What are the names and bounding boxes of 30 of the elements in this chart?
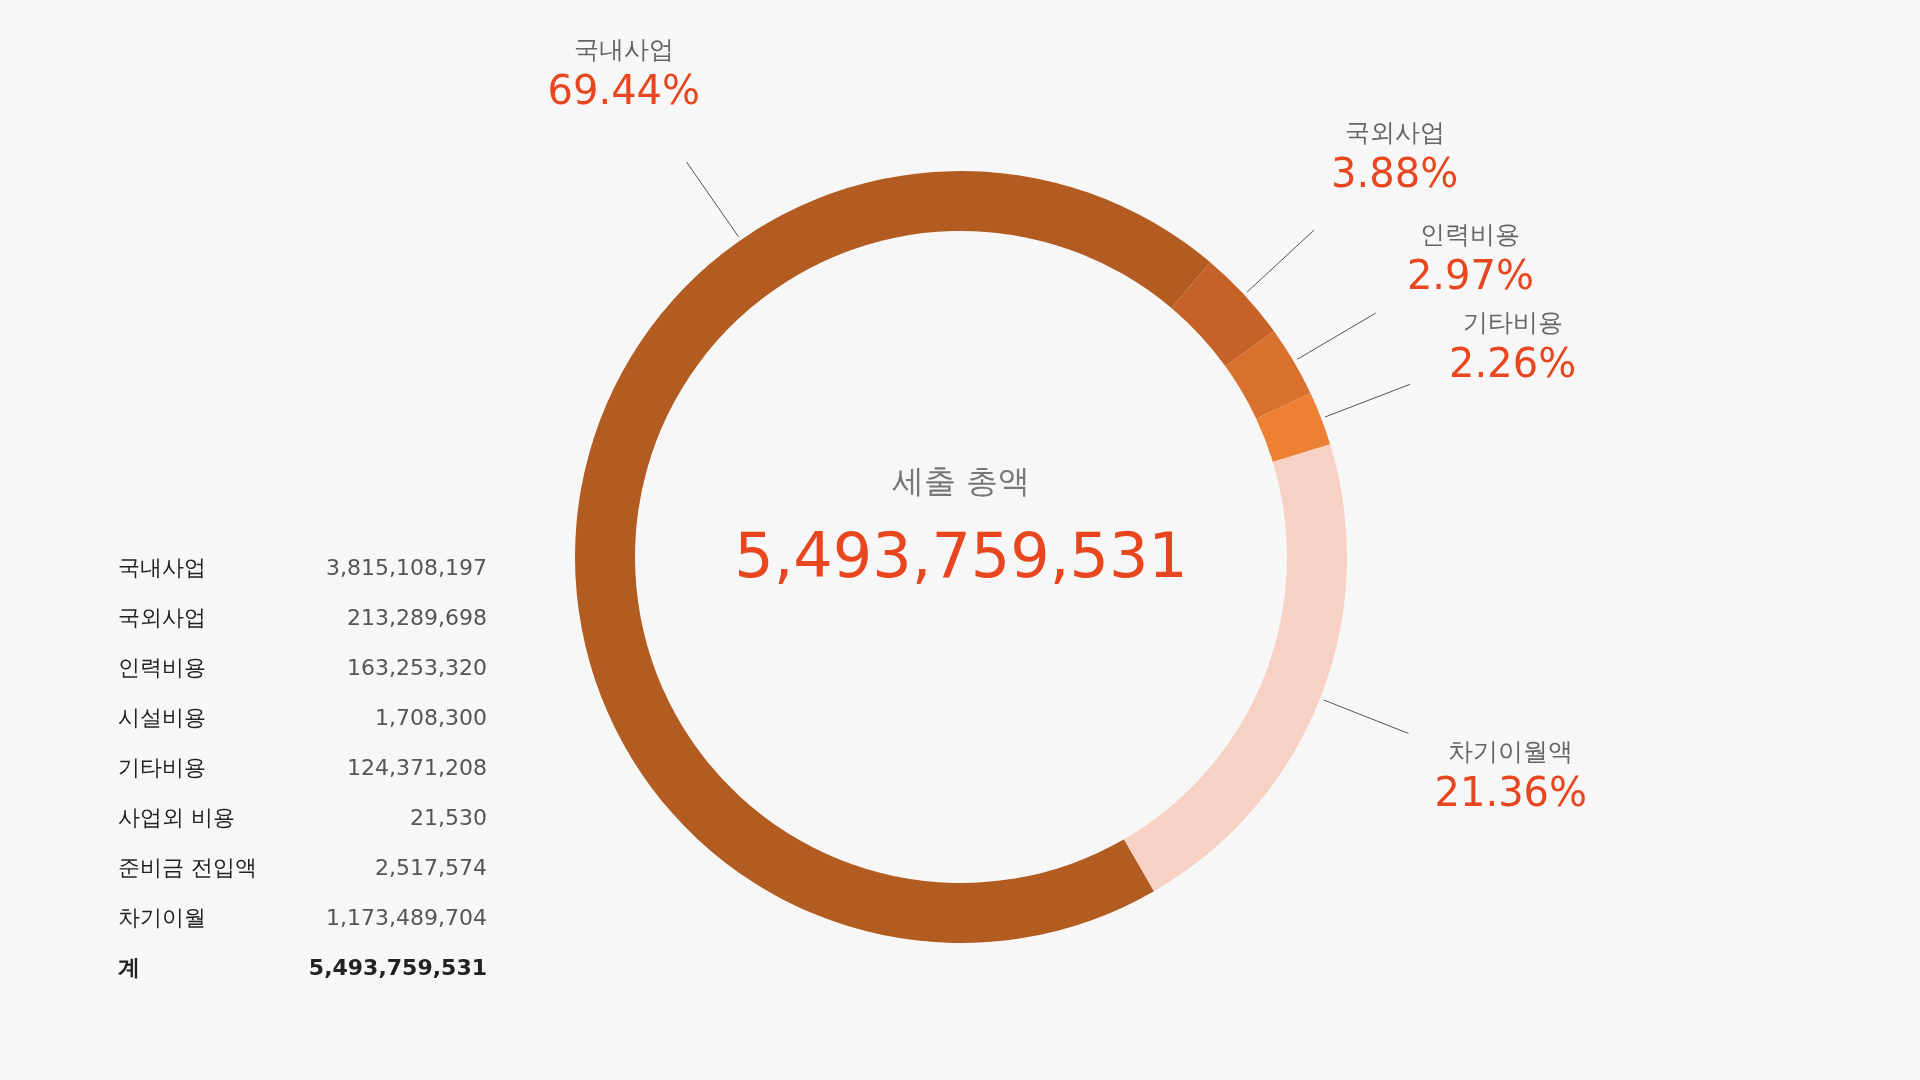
slice-label: 국외사업 bbox=[1344, 118, 1445, 148]
category-label: 국내사업 bbox=[118, 555, 206, 580]
text: 163,253,320 bbox=[347, 655, 487, 680]
slice-label: 인력비용 bbox=[1420, 220, 1521, 250]
slice-label: 차기이월액 bbox=[1448, 736, 1574, 766]
text: 5,493,759,531 bbox=[734, 519, 1188, 592]
text: 3,815,108,197 bbox=[326, 555, 487, 580]
category-label: 인력비용 bbox=[118, 655, 206, 680]
text: 1,173,489,704 bbox=[326, 905, 487, 930]
slice-label: 기타비용 bbox=[1462, 307, 1563, 337]
category-label: 사업외 비용 bbox=[118, 805, 235, 830]
text: 2,517,574 bbox=[375, 855, 487, 880]
category-label: 기타비용 bbox=[118, 755, 206, 780]
category-label: 계 bbox=[118, 955, 140, 980]
data-label: 21.36% bbox=[1434, 768, 1588, 815]
category-label: 차기이월 bbox=[118, 905, 206, 930]
text: 세출 총액 bbox=[891, 462, 1031, 500]
slice-label: 국내사업 bbox=[573, 34, 674, 64]
text: 5,493,759,531 bbox=[308, 955, 487, 980]
data-label: 69.44% bbox=[547, 66, 701, 113]
data-label: 2.26% bbox=[1449, 339, 1577, 386]
text: 1,708,300 bbox=[375, 705, 487, 730]
text: 21,530 bbox=[410, 805, 487, 830]
category-label: 국외사업 bbox=[118, 605, 206, 630]
text: 124,371,208 bbox=[347, 755, 487, 780]
data-label: 2.97% bbox=[1406, 252, 1534, 299]
text: 213,289,698 bbox=[347, 605, 487, 630]
data-label: 3.88% bbox=[1331, 150, 1459, 197]
category-label: 시설비용 bbox=[118, 705, 206, 730]
category-label: 준비금 전입액 bbox=[118, 855, 257, 880]
